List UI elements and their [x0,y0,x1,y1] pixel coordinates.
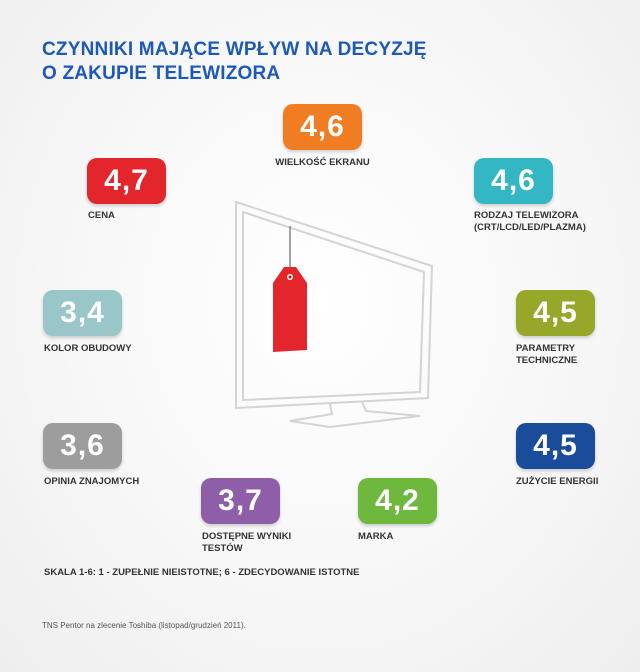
score-badge-zuzycie-energii: 4,5 [516,423,595,469]
page-title: CZYNNIKI MAJĄCE WPŁYW NA DECYZJĘ O ZAKUP… [42,38,427,86]
scale-note: SKALA 1-6: 1 - ZUPEŁNIE NIEISTOTNE; 6 - … [44,567,360,578]
score-badge-rodzaj-telewizora: 4,6 [474,158,553,204]
tv-outline [235,200,434,429]
price-tag-icon [273,226,307,352]
title-line-1: CZYNNIKI MAJĄCE WPŁYW NA DECYZJĘ [42,39,427,60]
source-note: TNS Pentor na zlecenie Toshiba (listopad… [42,621,246,630]
label-marka: MARKA [358,531,394,542]
score-badge-marka: 4,2 [358,478,437,524]
score-badge-kolor-obudowy: 3,4 [43,290,122,336]
score-badge-opinia-znajomych: 3,6 [43,423,122,469]
label-rodzaj-telewizora: RODZAJ TELEWIZORA (CRT/LCD/LED/PLAZMA) [474,210,586,233]
label-zuzycie-energii: ZUŻYCIE ENERGII [516,476,599,487]
score-badge-dostepne-wyniki-testow: 3,7 [201,478,280,524]
label-wielkosc-ekranu: WIELKOŚĆ EKRANU [275,157,370,168]
title-line-2: O ZAKUPIE TELEWIZORA [42,63,281,84]
score-badge-cena: 4,7 [87,158,166,204]
label-kolor-obudowy: KOLOR OBUDOWY [44,343,132,354]
label-cena: CENA [88,210,115,221]
label-dostepne-wyniki-testow: DOSTĘPNE WYNIKI TESTÓW [202,531,292,554]
label-opinia-znajomych: OPINIA ZNAJOMYCH [44,476,140,487]
score-badge-parametry-techniczne: 4,5 [516,290,595,336]
label-parametry-techniczne: PARAMETRY TECHNICZNE [516,343,578,366]
score-badge-wielkosc-ekranu: 4,6 [283,104,362,150]
